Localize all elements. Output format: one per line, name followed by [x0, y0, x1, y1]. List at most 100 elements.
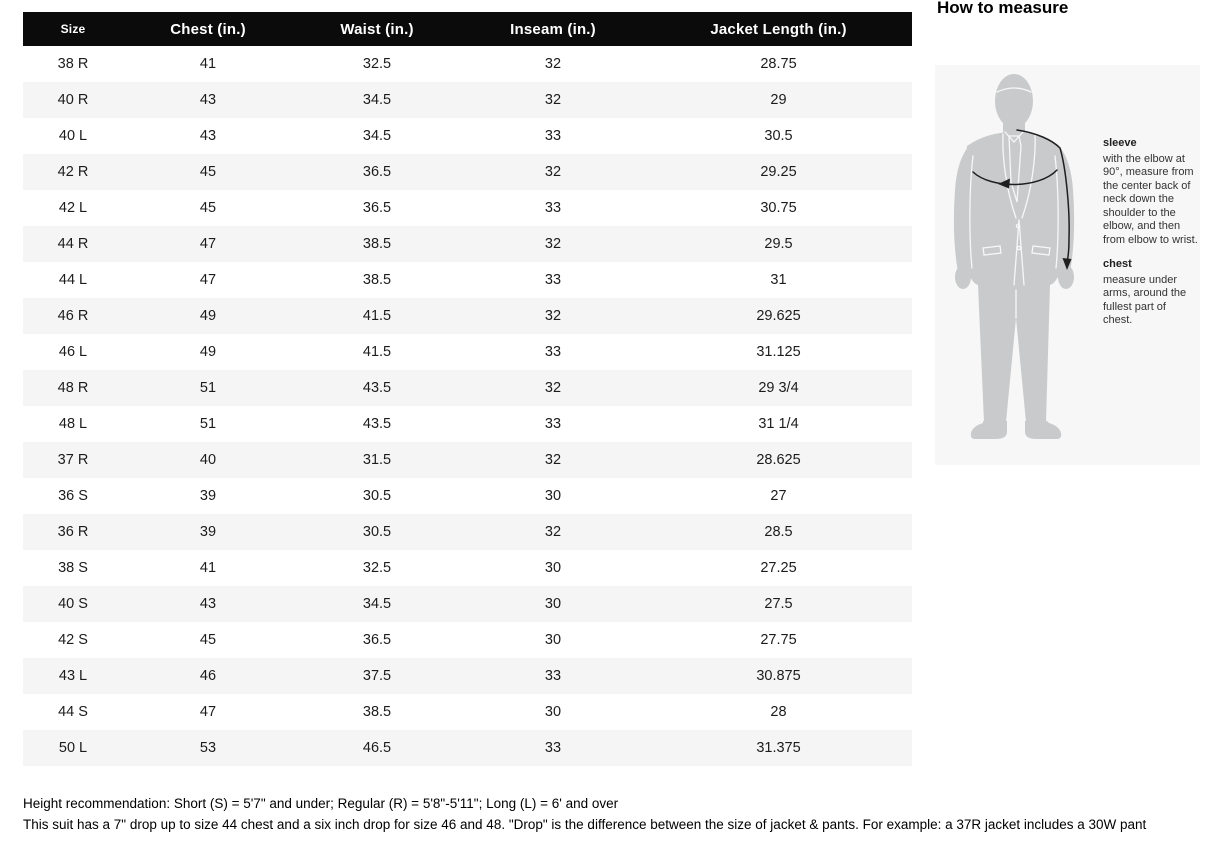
table-row: 40 S 43 34.5 30 27.5: [23, 586, 912, 622]
table-row: 38 S 41 32.5 30 27.25: [23, 550, 912, 586]
table-cell: 29.25: [760, 164, 797, 180]
size-chart-table: Size Chest (in.) Waist (in.) Inseam (in.) Ja…: [23, 12, 912, 766]
table-cell: 32.5: [362, 560, 392, 576]
table-cell: 33: [544, 128, 562, 144]
table-cell: 43: [199, 596, 217, 612]
table-cell: 43.5: [362, 416, 392, 432]
table-cell: 49: [199, 344, 217, 360]
table-row: 38 R 41 32.5 32 28.75: [23, 46, 912, 82]
table-cell: 43 L: [58, 668, 88, 684]
table-cell: 44 L: [58, 272, 88, 288]
table-row: 44 R 47 38.5 32 29.5: [23, 226, 912, 262]
table-cell: 45: [199, 164, 217, 180]
table-cell: 51: [199, 416, 217, 432]
table-cell: 46 R: [57, 308, 89, 324]
table-cell: 33: [544, 344, 562, 360]
table-cell: 31: [770, 272, 787, 288]
how-to-measure-title: How to measure: [937, 0, 1069, 17]
table-row: 40 R 43 34.5 32 29: [23, 82, 912, 118]
table-cell: 42 R: [57, 164, 89, 180]
table-cell: 30: [544, 560, 562, 576]
table-row: 36 R 39 30.5 32 28.5: [23, 514, 912, 550]
table-row: 37 R 40 31.5 32 28.625: [23, 442, 912, 478]
table-cell: 32: [544, 524, 562, 540]
table-cell: 32: [544, 452, 562, 468]
chest-arrowhead: [998, 178, 1010, 189]
table-cell: 30: [544, 596, 562, 612]
table-cell: 41.5: [362, 344, 392, 360]
table-cell: 31.5: [362, 452, 392, 468]
table-cell: 28.625: [756, 452, 801, 468]
table-cell: 28: [770, 704, 787, 720]
table-cell: 36.5: [362, 164, 392, 180]
table-cell: 38 R: [57, 56, 89, 72]
table-cell: 38.5: [362, 236, 392, 252]
table-cell: 40 S: [58, 596, 88, 612]
table-cell: 44 S: [58, 704, 88, 720]
table-cell: 40 L: [58, 128, 88, 144]
table-cell: 30: [544, 488, 562, 504]
table-cell: 40 R: [57, 92, 89, 108]
table-row: 42 R 45 36.5 32 29.25: [23, 154, 912, 190]
table-cell: 37.5: [362, 668, 392, 684]
table-cell: 47: [199, 272, 217, 288]
measure-section-chest: chest measure under arms, around the ful…: [1103, 258, 1198, 328]
table-cell: 43: [199, 128, 217, 144]
table-cell: 40: [199, 452, 217, 468]
sleeve-label: sleeve: [1103, 137, 1137, 149]
table-cell: 39: [199, 524, 217, 540]
table-cell: 44 R: [57, 236, 89, 252]
table-row: 44 S 47 38.5 30 28: [23, 694, 912, 730]
measure-section-sleeve: sleeve with the elbow at 90°, measure fr…: [1103, 137, 1198, 247]
table-cell: 47: [199, 704, 217, 720]
table-cell: 34.5: [362, 128, 392, 144]
table-cell: 36 R: [57, 524, 89, 540]
table-cell: 32: [544, 380, 562, 396]
table-cell: 45: [199, 200, 217, 216]
table-row: 48 R 51 43.5 32 29 3/4: [23, 370, 912, 406]
table-cell: 31 1/4: [758, 416, 799, 432]
table-cell: 32: [544, 236, 562, 252]
table-row: 42 L 45 36.5 33 30.75: [23, 190, 912, 226]
footnotes: Height recommendation: Short (S) = 5'7" …: [23, 793, 1213, 835]
table-cell: 27.5: [764, 596, 793, 612]
table-cell: 30.875: [756, 668, 801, 684]
chest-arrow-line: [972, 169, 1058, 186]
table-row: 46 R 49 41.5 32 29.625: [23, 298, 912, 334]
table-cell: 36.5: [362, 632, 392, 648]
table-cell: 53: [199, 740, 217, 756]
table-cell: 29 3/4: [758, 380, 799, 396]
chest-description: measure under arms, around the fullest p…: [1103, 273, 1187, 327]
measure-instructions: sleeve with the elbow at 90°, measure fr…: [1103, 137, 1198, 328]
column-header-inseam-in: Inseam (in.): [461, 12, 645, 46]
table-cell: 42 L: [58, 200, 88, 216]
table-cell: 30: [544, 632, 562, 648]
table-cell: 29: [770, 92, 787, 108]
table-cell: 50 L: [58, 740, 88, 756]
table-cell: 48 L: [58, 416, 88, 432]
table-cell: 28.5: [764, 524, 793, 540]
sleeve-arrow-line: [1016, 129, 1070, 263]
table-cell: 30.5: [764, 128, 793, 144]
table-cell: 43: [199, 92, 217, 108]
table-cell: 43.5: [362, 380, 392, 396]
table-row: 44 L 47 38.5 33 31: [23, 262, 912, 298]
table-cell: 29.625: [756, 308, 801, 324]
table-row: 43 L 46 37.5 33 30.875: [23, 658, 912, 694]
table-cell: 30.5: [362, 488, 392, 504]
footnote-height-recommendation: Height recommendation: Short (S) = 5'7" …: [23, 796, 619, 811]
table-cell: 27.25: [760, 560, 797, 576]
table-cell: 33: [544, 272, 562, 288]
table-cell: 31.375: [756, 740, 801, 756]
table-cell: 38.5: [362, 704, 392, 720]
table-cell: 46.5: [362, 740, 392, 756]
suit-figure-illustration: [953, 74, 1075, 439]
table-cell: 32: [544, 92, 562, 108]
table-row: 50 L 53 46.5 33 31.375: [23, 730, 912, 766]
table-cell: 30.75: [760, 200, 797, 216]
table-cell: 27: [770, 488, 787, 504]
chest-label: chest: [1103, 258, 1132, 270]
footnote-drop-note: This suit has a 7" drop up to size 44 ch…: [23, 817, 1147, 832]
table-cell: 51: [199, 380, 217, 396]
